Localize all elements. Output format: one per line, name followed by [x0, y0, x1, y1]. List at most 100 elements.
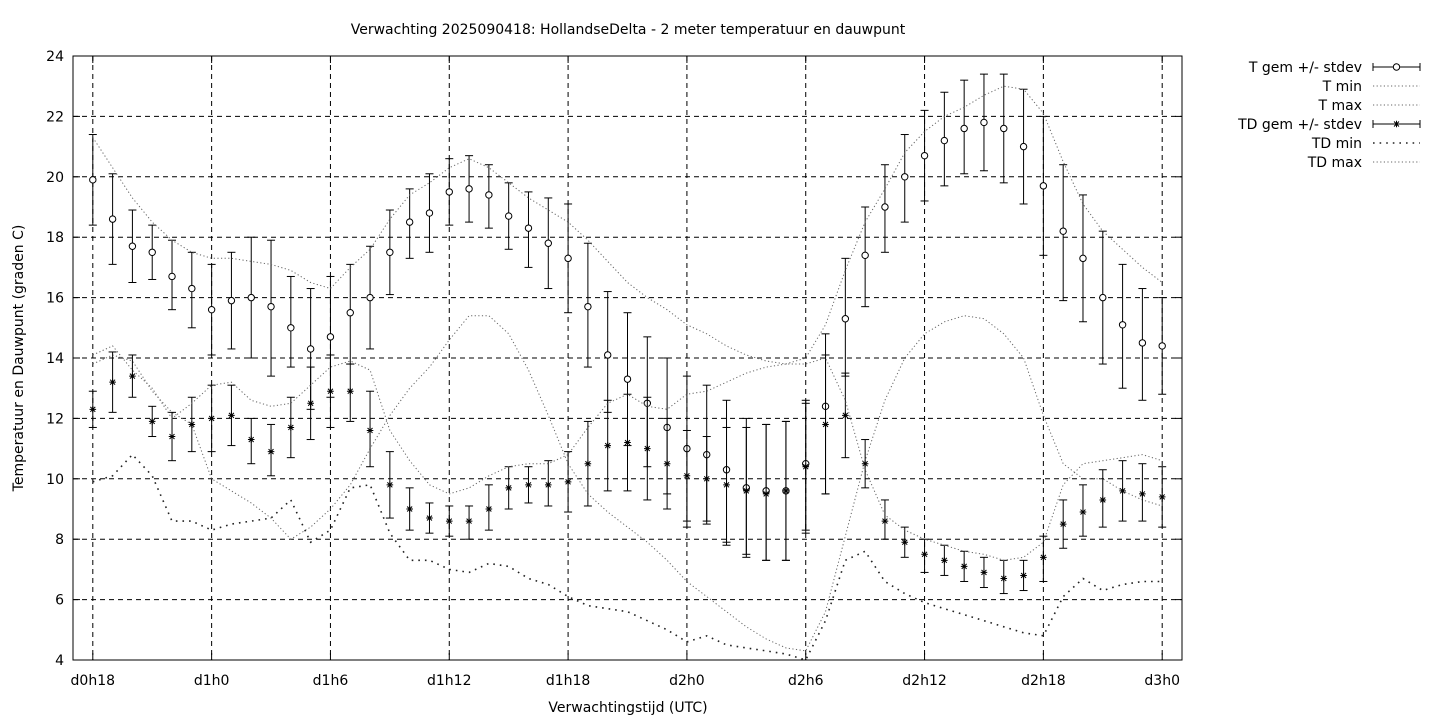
t-gem-point [108, 215, 117, 223]
t-gem-point [623, 375, 632, 383]
td-gem-point [287, 424, 295, 431]
td-gem-point [366, 427, 374, 434]
td-gem-point [802, 463, 810, 471]
axis-layer: 4 6 8 10 12 14 16 18 20 22 24 d0h18 d1h0 d1h6 d1h12 d1h… [46, 49, 1182, 689]
y-tick-label: 12 [46, 411, 64, 427]
t-gem-point [485, 191, 493, 199]
legend-label: TD max [1307, 155, 1362, 171]
td-gem-point [1079, 508, 1087, 516]
td-gem-point [1139, 490, 1146, 498]
legend-label: T gem +/- stdev [1248, 60, 1362, 76]
t-gem-point [346, 309, 354, 317]
td-gem-point [644, 445, 651, 452]
td-gem-point [346, 387, 354, 395]
x-tick-label: d3h0 [1144, 673, 1180, 689]
td-gem-point [604, 442, 611, 449]
legend-label: T max [1317, 98, 1362, 114]
t-gem-point [881, 203, 889, 211]
t-gem-point [326, 333, 335, 341]
td-gem-point [485, 505, 493, 513]
td-gem-point [109, 378, 116, 386]
td-gem-point [723, 481, 730, 489]
t-gem-point [524, 224, 533, 232]
t-gem-point [584, 302, 592, 311]
td-gem-point [406, 505, 413, 513]
t-gem-point [1059, 227, 1067, 235]
td-gem-point [465, 517, 473, 525]
legend-label: TD min [1311, 136, 1362, 152]
series-t-min [92, 315, 1163, 652]
x-tick-label: d1h18 [546, 673, 590, 689]
td-gem-point [148, 418, 156, 425]
td-gem-point [1040, 554, 1047, 561]
x-tick-label: d2h0 [669, 673, 705, 689]
y-tick-label: 8 [55, 532, 64, 548]
y-tick-label: 6 [55, 593, 64, 609]
t-gem-point [148, 248, 156, 257]
td-gem-point [564, 478, 572, 486]
td-gem-point [624, 439, 631, 446]
series-td-gem-stdev [88, 351, 1167, 595]
legend-label: TD gem +/- stdev [1237, 117, 1362, 133]
series-line [92, 315, 1163, 652]
t-gem-point [386, 248, 394, 257]
td-gem-point [307, 400, 314, 407]
td-gem-point [1393, 120, 1400, 128]
y-tick-label: 24 [46, 49, 64, 65]
y-tick-label: 22 [46, 109, 64, 125]
t-gem-point [960, 124, 968, 133]
td-gem-point [842, 412, 849, 419]
t-gem-point [207, 305, 216, 314]
legend-label: T min [1322, 79, 1362, 95]
series-layer [88, 73, 1167, 661]
td-gem-point [584, 460, 592, 467]
td-gem-point [960, 563, 968, 570]
t-gem-point [267, 302, 275, 311]
td-gem-point [1158, 493, 1166, 501]
td-gem-point [544, 481, 552, 489]
t-gem-point [168, 272, 176, 281]
t-gem-point [901, 173, 909, 181]
td-gem-point [445, 517, 453, 525]
td-gem-point [505, 484, 512, 492]
td-gem-point [782, 487, 790, 495]
td-gem-point [861, 460, 869, 467]
td-gem-point [703, 475, 711, 483]
t-gem-point [128, 242, 137, 250]
td-gem-point [762, 490, 770, 498]
t-gem-point [1079, 254, 1087, 263]
td-gem-point [663, 460, 671, 467]
td-gem-point [228, 412, 235, 419]
td-gem-point [247, 436, 255, 443]
t-gem-point [1000, 124, 1008, 133]
t-gem-point [1039, 182, 1048, 190]
t-gem-point [1158, 342, 1166, 350]
grid-layer [73, 56, 1182, 660]
series-t-max [92, 85, 1163, 365]
legend: T gem +/- stdev T min T max TD gem +/- stde… [1237, 60, 1421, 171]
td-gem-point [743, 487, 750, 495]
t-gem-point [1118, 321, 1127, 329]
series-line [92, 85, 1163, 365]
x-tick-label: d1h6 [313, 673, 349, 689]
t-gem-point [247, 293, 255, 302]
y-tick-label: 4 [55, 653, 64, 669]
t-gem-point [227, 296, 236, 305]
td-gem-point [1000, 575, 1008, 582]
t-gem-point [1019, 142, 1028, 151]
t-gem-point [940, 136, 949, 145]
x-axis-label: Verwachtingstijd (UTC) [548, 700, 707, 716]
td-gem-point [1119, 487, 1126, 495]
t-gem-point [504, 212, 513, 220]
td-gem-point [208, 415, 215, 422]
t-gem-point [1099, 293, 1107, 302]
td-gem-point [1059, 520, 1067, 528]
td-gem-point [327, 387, 334, 395]
t-gem-point [366, 293, 374, 302]
x-tick-label: d1h12 [427, 673, 471, 689]
y-tick-label: 18 [46, 230, 64, 246]
t-gem-point [980, 118, 988, 127]
t-gem-point [1138, 339, 1147, 347]
